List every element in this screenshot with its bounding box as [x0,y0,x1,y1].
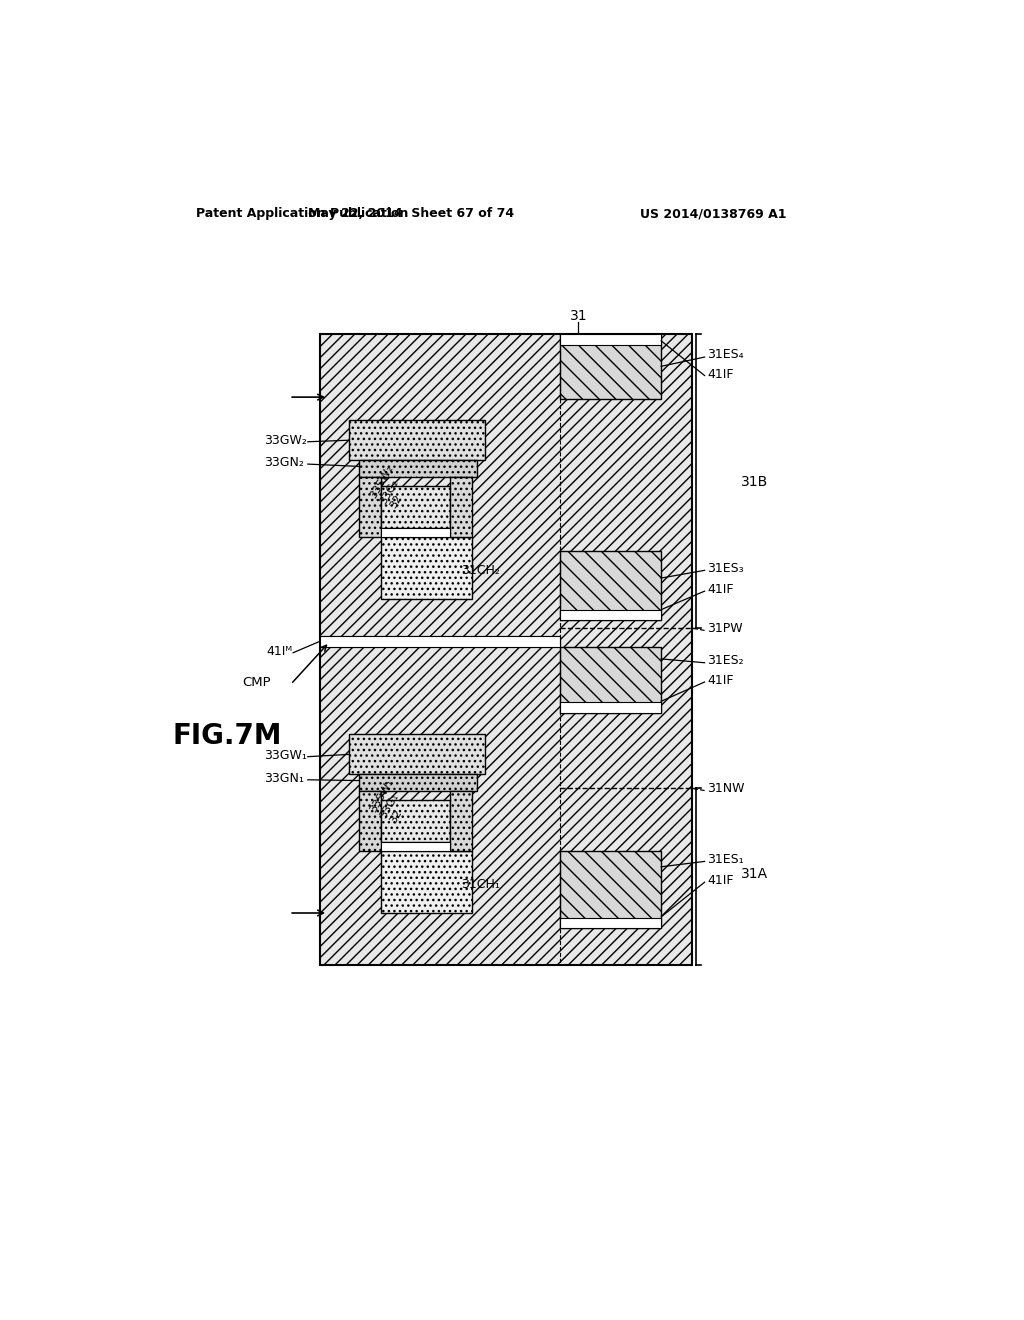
Text: 31CH₁: 31CH₁ [461,878,500,891]
Text: 31: 31 [569,309,588,323]
Text: 32: 32 [388,808,404,825]
Bar [381,528,451,537]
Text: 31CH₂: 31CH₂ [461,564,500,577]
Text: FIG.7M: FIG.7M [173,722,283,750]
Text: 31ES₁: 31ES₁ [707,853,743,866]
Bar [349,420,484,461]
Text: 32: 32 [388,494,404,511]
Text: 33G₂: 33G₂ [378,478,400,506]
Bar [381,842,451,851]
Bar [451,792,472,851]
Bar [381,537,472,599]
Text: 41IF: 41IF [707,583,733,597]
Text: 41IF: 41IF [707,367,733,380]
Text: 31ES₃: 31ES₃ [707,561,743,574]
Text: 31ES₂: 31ES₂ [707,653,743,667]
Bar [321,334,692,965]
Bar [359,461,477,478]
Bar [359,792,381,851]
Bar [560,702,662,713]
Bar [381,800,451,842]
Text: 33SW₂: 33SW₂ [369,463,395,500]
Text: 31ES₄: 31ES₄ [707,348,743,362]
Text: CMP: CMP [243,676,271,689]
Bar [560,334,662,345]
Bar [381,486,451,528]
Text: 33GN₁: 33GN₁ [263,772,303,785]
Bar [321,636,560,647]
Text: 33G₁: 33G₁ [378,792,400,820]
Bar [359,478,381,537]
Text: 31PW: 31PW [707,622,742,635]
Text: 31B: 31B [741,475,768,488]
Bar [451,478,472,537]
Bar [560,851,662,928]
Bar [560,610,662,620]
Bar [560,647,662,713]
Text: 33SW₁: 33SW₁ [369,777,395,814]
Text: 41Iᴹ: 41Iᴹ [266,644,292,657]
Text: May 22, 2014  Sheet 67 of 74: May 22, 2014 Sheet 67 of 74 [308,207,514,220]
Text: 33GN₂: 33GN₂ [263,455,303,469]
Bar [359,775,477,791]
Bar [560,334,662,400]
Text: 41IF: 41IF [707,675,733,686]
Text: 41IF: 41IF [707,874,733,887]
Text: 33GW₂: 33GW₂ [263,434,306,446]
Bar [321,636,560,647]
Text: 31NW: 31NW [707,781,744,795]
Bar [560,917,662,928]
Bar [560,552,662,620]
Text: US 2014/0138769 A1: US 2014/0138769 A1 [640,207,786,220]
Text: 31A: 31A [741,867,768,882]
Text: 33GW₁: 33GW₁ [263,748,306,762]
Bar [381,851,472,913]
Text: Patent Application Publication: Patent Application Publication [197,207,409,220]
Bar [349,734,484,775]
